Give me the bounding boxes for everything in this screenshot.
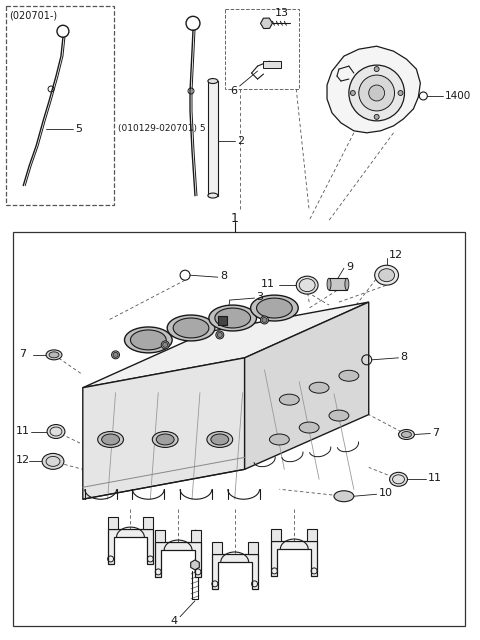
Text: 11: 11 [16, 426, 30, 435]
Text: 7: 7 [432, 428, 439, 438]
Text: (020701-): (020701-) [9, 10, 58, 20]
Circle shape [350, 90, 355, 95]
Polygon shape [245, 302, 369, 469]
Bar [191, 530, 201, 542]
Ellipse shape [279, 394, 299, 405]
Text: 8: 8 [220, 271, 227, 281]
Ellipse shape [215, 308, 251, 328]
Circle shape [216, 331, 224, 339]
Circle shape [163, 342, 168, 348]
Ellipse shape [47, 424, 65, 438]
Text: (010129-020701) 5: (010129-020701) 5 [118, 124, 205, 133]
Circle shape [359, 75, 395, 111]
Text: 7: 7 [19, 349, 26, 359]
Ellipse shape [390, 472, 408, 486]
Ellipse shape [209, 305, 256, 331]
Bar [271, 529, 281, 541]
Ellipse shape [309, 382, 329, 393]
Ellipse shape [46, 350, 62, 360]
Text: 13: 13 [275, 8, 288, 19]
Ellipse shape [211, 434, 229, 445]
Text: 12: 12 [16, 456, 30, 465]
Circle shape [161, 341, 169, 349]
Ellipse shape [398, 429, 414, 440]
Ellipse shape [208, 79, 218, 84]
Ellipse shape [156, 434, 174, 445]
Text: 5: 5 [75, 124, 82, 134]
Ellipse shape [42, 453, 64, 469]
Text: 9: 9 [346, 262, 353, 272]
Polygon shape [83, 302, 369, 388]
Polygon shape [108, 529, 153, 564]
Bar [218, 316, 227, 325]
Bar [155, 530, 165, 542]
Bar [13, 232, 465, 626]
Circle shape [261, 316, 268, 324]
Ellipse shape [327, 278, 331, 290]
Bar [208, 81, 218, 196]
Bar [144, 517, 153, 529]
Ellipse shape [269, 434, 289, 445]
Circle shape [113, 353, 118, 357]
Text: 11: 11 [261, 279, 275, 289]
Text: 8: 8 [400, 352, 408, 362]
Circle shape [374, 67, 379, 72]
Bar [264, 61, 281, 68]
Bar [307, 529, 317, 541]
Ellipse shape [339, 371, 359, 381]
Ellipse shape [208, 193, 218, 198]
Ellipse shape [296, 276, 318, 294]
Bar [212, 542, 222, 554]
Text: 2: 2 [237, 136, 244, 146]
Circle shape [349, 65, 405, 121]
Polygon shape [83, 358, 245, 499]
Text: 1: 1 [231, 212, 239, 225]
Text: 10: 10 [379, 488, 393, 499]
Bar [108, 517, 118, 529]
Circle shape [398, 90, 403, 95]
Text: 4: 4 [170, 616, 177, 626]
Ellipse shape [98, 431, 123, 447]
Polygon shape [155, 542, 201, 577]
Ellipse shape [251, 295, 298, 321]
Text: 6: 6 [231, 86, 238, 96]
Ellipse shape [124, 327, 172, 353]
Ellipse shape [401, 431, 411, 438]
Ellipse shape [152, 431, 178, 447]
Circle shape [217, 332, 222, 337]
Ellipse shape [167, 315, 215, 341]
FancyBboxPatch shape [6, 6, 114, 205]
Ellipse shape [102, 434, 120, 445]
Ellipse shape [334, 491, 354, 502]
Bar [248, 542, 258, 554]
Ellipse shape [207, 431, 233, 447]
Ellipse shape [375, 265, 398, 285]
Text: 11: 11 [428, 474, 442, 483]
Bar [329, 278, 347, 290]
Ellipse shape [49, 352, 59, 358]
Ellipse shape [379, 269, 395, 282]
Polygon shape [327, 46, 420, 133]
Ellipse shape [299, 422, 319, 433]
Polygon shape [212, 554, 258, 589]
Polygon shape [271, 541, 317, 576]
Circle shape [111, 351, 120, 359]
Ellipse shape [256, 298, 292, 318]
Text: 3: 3 [256, 292, 264, 302]
Text: 12: 12 [389, 250, 403, 260]
Ellipse shape [173, 318, 209, 338]
Ellipse shape [345, 278, 349, 290]
Circle shape [262, 317, 267, 323]
Text: 1400: 1400 [445, 91, 471, 101]
Ellipse shape [131, 330, 166, 350]
Ellipse shape [329, 410, 349, 421]
Circle shape [369, 85, 384, 101]
Circle shape [374, 115, 379, 120]
